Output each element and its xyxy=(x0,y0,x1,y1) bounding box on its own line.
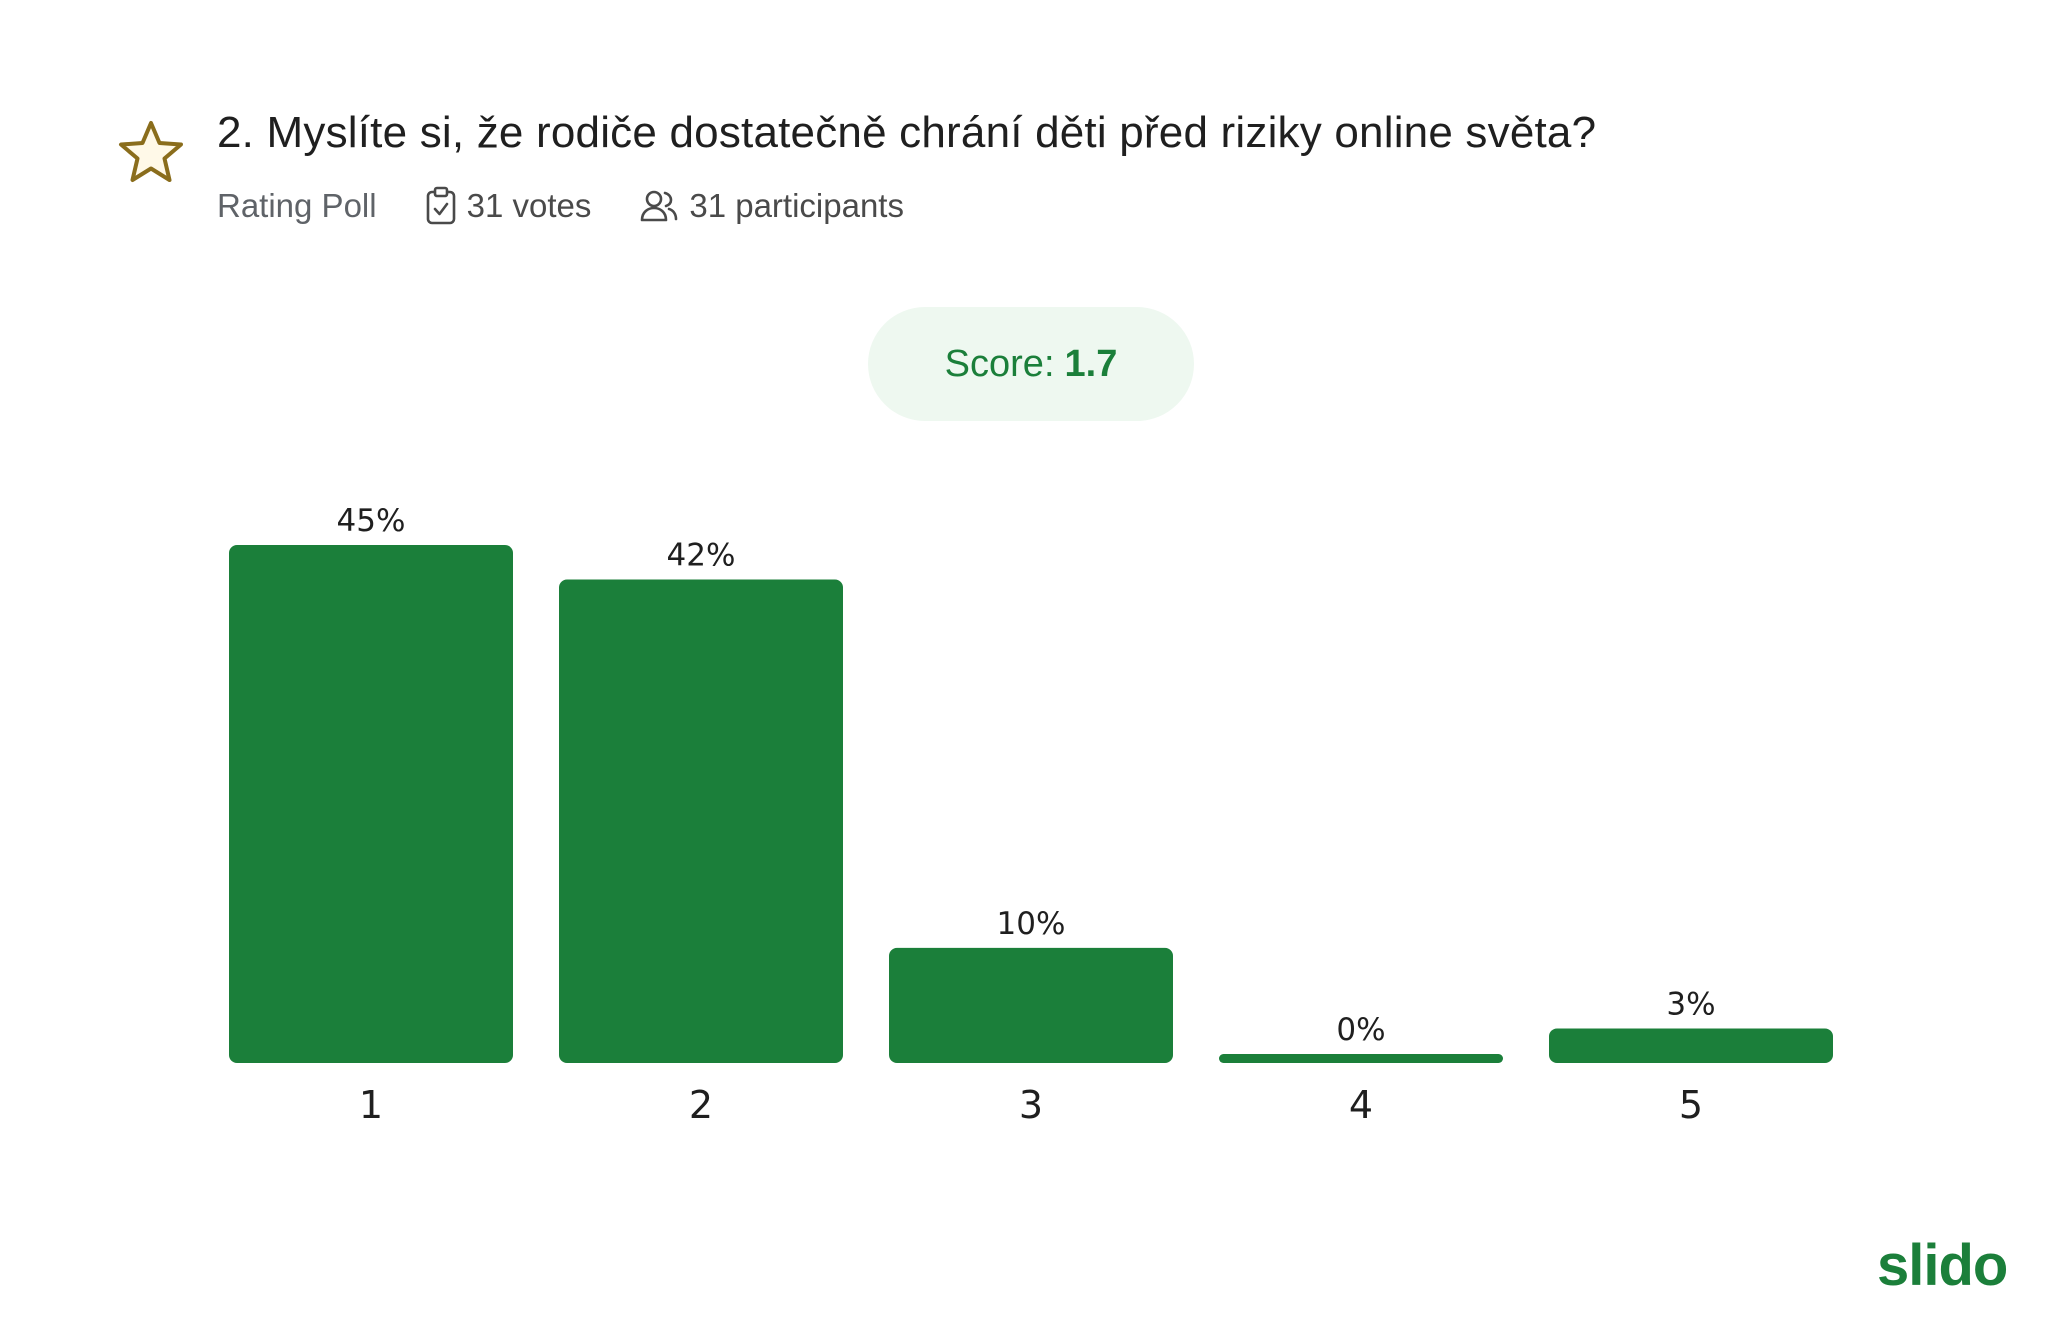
votes-label: 31 votes xyxy=(466,187,592,224)
question-title: 2. Myslíte si, že rodiče dostatečně chrá… xyxy=(217,108,1597,157)
value-label-5: 3% xyxy=(1666,986,1715,1022)
score-value: 1.7 xyxy=(1064,342,1118,385)
category-label-4: 4 xyxy=(1349,1083,1373,1127)
bar-3 xyxy=(889,947,1173,1063)
value-label-1: 45% xyxy=(337,503,406,539)
participants-label: 31 participants xyxy=(689,187,904,224)
slido-logo: slido xyxy=(1877,1233,2008,1298)
poll-meta: Rating Poll 31 votes 31 participants xyxy=(217,184,904,228)
category-label-2: 2 xyxy=(689,1083,713,1127)
bar-4 xyxy=(1219,1054,1503,1063)
bar-5 xyxy=(1549,1028,1833,1063)
bar-2 xyxy=(559,579,843,1063)
category-label-5: 5 xyxy=(1679,1083,1703,1127)
bar-1 xyxy=(229,545,513,1063)
votes-count: 31 votes xyxy=(425,186,592,226)
users-icon xyxy=(641,190,678,222)
category-label-3: 3 xyxy=(1019,1083,1043,1127)
category-label-1: 1 xyxy=(359,1083,383,1127)
clipboard-check-icon xyxy=(426,186,455,225)
participants-count: 31 participants xyxy=(639,187,904,225)
poll-type: Rating Poll xyxy=(217,187,377,224)
value-label-3: 10% xyxy=(997,906,1066,942)
star-icon xyxy=(119,121,183,182)
value-label-4: 0% xyxy=(1336,1012,1385,1048)
score-badge: Score: 1.7 xyxy=(868,307,1194,421)
value-label-2: 42% xyxy=(667,538,736,574)
score-label: Score: xyxy=(944,342,1055,385)
